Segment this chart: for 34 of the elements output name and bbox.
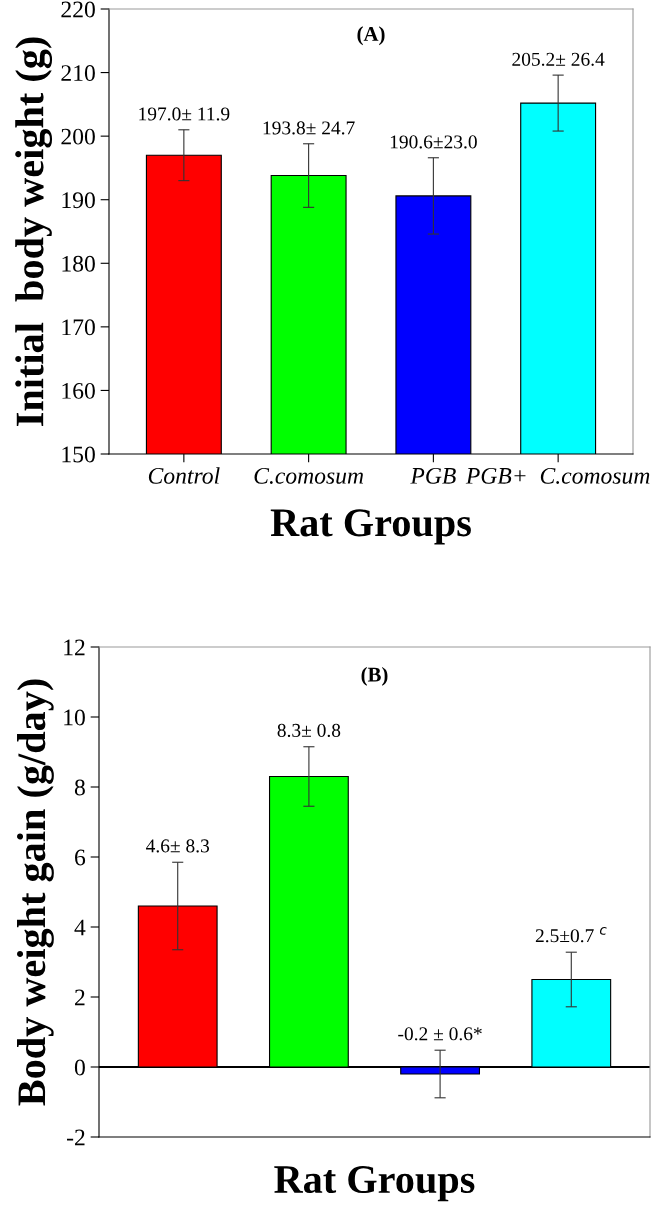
- data-label: -0.2 ± 0.6*: [398, 1027, 482, 1041]
- data-label: 4.6± 8.3: [146, 839, 210, 853]
- data-label: 193.8± 24.7: [263, 121, 355, 135]
- x-tick-label: Control: [148, 467, 220, 484]
- data-label: 2.5±0.7 $^{c}$: [535, 927, 607, 943]
- y-tick-label: 6: [75, 849, 86, 866]
- text: (A): [357, 26, 385, 46]
- text: (B): [361, 666, 388, 686]
- x-axis-title: Rat Groups: [274, 1166, 475, 1202]
- y-tick-label: 190: [62, 192, 95, 209]
- y-tick-label: 8: [74, 779, 85, 796]
- y-tick-label: 2: [75, 989, 85, 1006]
- y-tick-label: 220: [61, 1, 95, 18]
- y-tick-label: -2: [67, 1129, 85, 1146]
- y-tick-label: 150: [62, 446, 95, 463]
- y-tick-label: 210: [61, 65, 95, 81]
- data-label: 197.0± 11.9: [139, 107, 230, 121]
- data-label: 205.2± 26.4: [512, 52, 605, 66]
- y-tick-label: 170: [62, 319, 95, 336]
- data-label: 8.3± 0.8: [277, 723, 341, 738]
- y-tick-label: 160: [62, 382, 95, 399]
- y-axis-title: Body weight gain (g/day): [17, 679, 54, 1106]
- y-tick-label: 200: [61, 128, 95, 145]
- y-tick-label: 180: [62, 255, 95, 272]
- data-label: 190.6±23.0: [390, 135, 477, 149]
- x-tick-label: PGB: [410, 467, 456, 484]
- x-tick-label: PGB+ C.comosum: [465, 467, 650, 484]
- y-tick-label: 0: [74, 1059, 85, 1076]
- x-axis-title: Rat Groups: [270, 509, 471, 545]
- x-tick-label: C.comosum: [254, 467, 364, 484]
- y-tick-label: 4: [74, 919, 86, 936]
- y-axis-title: Initial body weight (g): [15, 37, 53, 426]
- y-tick-label: 10: [64, 709, 85, 726]
- y-tick-label: 12: [64, 639, 85, 656]
